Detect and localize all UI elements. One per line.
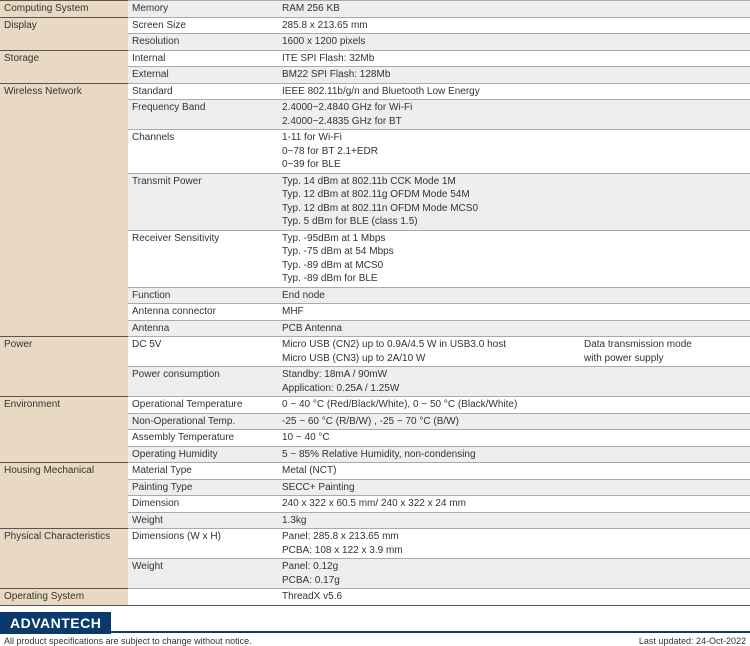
value-cell: 240 x 322 x 60.5 mm/ 240 x 322 x 24 mm [278, 496, 750, 513]
category-cell: Housing Mechanical [0, 463, 128, 529]
value-cell: BM22 SPI Flash: 128Mb [278, 67, 750, 84]
value-cell: RAM 256 KB [278, 1, 750, 18]
table-row: StorageInternalITE SPI Flash: 32Mb [0, 50, 750, 67]
value-cell: Typ. 14 dBm at 802.11b CCK Mode 1M Typ. … [278, 173, 750, 230]
attribute-cell: Channels [128, 130, 278, 174]
table-row: PowerDC 5VMicro USB (CN2) up to 0.9A/4.5… [0, 337, 750, 367]
value-cell: 1.3kg [278, 512, 750, 529]
attribute-cell: Power consumption [128, 367, 278, 397]
footer-disclaimer: All product specifications are subject t… [4, 636, 252, 646]
attribute-cell: Assembly Temperature [128, 430, 278, 447]
value-cell: Panel: 285.8 x 213.65 mm PCBA: 108 x 122… [278, 529, 750, 559]
attribute-cell: Resolution [128, 34, 278, 51]
attribute-cell: Material Type [128, 463, 278, 480]
table-row: Housing MechanicalMaterial TypeMetal (NC… [0, 463, 750, 480]
category-cell: Environment [0, 397, 128, 463]
category-cell: Power [0, 337, 128, 397]
category-cell: Physical Characteristics [0, 529, 128, 589]
attribute-cell: Antenna [128, 320, 278, 337]
spec-table: Computing SystemMemoryRAM 256 KBDisplayS… [0, 0, 750, 606]
extra-cell: Data transmission mode with power supply [580, 337, 750, 367]
value-cell: PCB Antenna [278, 320, 750, 337]
attribute-cell: Screen Size [128, 17, 278, 34]
table-row: DisplayScreen Size285.8 x 213.65 mm [0, 17, 750, 34]
value-cell: -25 ~ 60 °C (R/B/W) , -25 ~ 70 °C (B/W) [278, 413, 750, 430]
value-cell: Standby: 18mA / 90mW Application: 0.25A … [278, 367, 750, 397]
attribute-cell: Painting Type [128, 479, 278, 496]
attribute-cell: External [128, 67, 278, 84]
attribute-cell: Dimensions (W x H) [128, 529, 278, 559]
value-cell: 1-11 for Wi-Fi 0~78 for BT 2.1+EDR 0~39 … [278, 130, 750, 174]
value-cell: SECC+ Painting [278, 479, 750, 496]
value-cell: ITE SPI Flash: 32Mb [278, 50, 750, 67]
table-row: Computing SystemMemoryRAM 256 KB [0, 1, 750, 18]
table-row: Wireless NetworkStandardIEEE 802.11b/g/n… [0, 83, 750, 100]
attribute-cell: DC 5V [128, 337, 278, 367]
value-cell: 0 ~ 40 °C (Red/Black/White), 0 ~ 50 °C (… [278, 397, 750, 414]
value-cell: IEEE 802.11b/g/n and Bluetooth Low Energ… [278, 83, 750, 100]
category-cell: Storage [0, 50, 128, 83]
brand-logo: ADVANTECH [0, 612, 111, 634]
brand-rule [111, 612, 750, 633]
attribute-cell: Function [128, 287, 278, 304]
attribute-cell: Weight [128, 559, 278, 589]
attribute-cell: Standard [128, 83, 278, 100]
value-cell: Panel: 0.12g PCBA: 0.17g [278, 559, 750, 589]
category-cell: Wireless Network [0, 83, 128, 337]
attribute-cell: Operating Humidity [128, 446, 278, 463]
value-cell: MHF [278, 304, 750, 321]
table-row: EnvironmentOperational Temperature0 ~ 40… [0, 397, 750, 414]
category-cell: Display [0, 17, 128, 50]
attribute-cell: Transmit Power [128, 173, 278, 230]
attribute-cell: Frequency Band [128, 100, 278, 130]
attribute-cell: Receiver Sensitivity [128, 230, 278, 287]
attribute-cell: Antenna connector [128, 304, 278, 321]
value-cell: Metal (NCT) [278, 463, 750, 480]
value-cell: 10 ~ 40 °C [278, 430, 750, 447]
table-row: Physical CharacteristicsDimensions (W x … [0, 529, 750, 559]
attribute-cell: Non-Operational Temp. [128, 413, 278, 430]
attribute-cell: Weight [128, 512, 278, 529]
footer-updated: Last updated: 24-Oct-2022 [639, 636, 746, 646]
value-cell: 2.4000~2.4840 GHz for Wi-Fi 2.4000~2.483… [278, 100, 750, 130]
category-cell: Computing System [0, 1, 128, 18]
brand-strip: ADVANTECH [0, 612, 750, 634]
attribute-cell: Memory [128, 1, 278, 18]
value-cell: 285.8 x 213.65 mm [278, 17, 750, 34]
value-cell: End node [278, 287, 750, 304]
value-cell: 1600 x 1200 pixels [278, 34, 750, 51]
attribute-cell: Operational Temperature [128, 397, 278, 414]
attribute-cell: Internal [128, 50, 278, 67]
attribute-cell: Dimension [128, 496, 278, 513]
value-cell: Typ. -95dBm at 1 Mbps Typ. -75 dBm at 54… [278, 230, 750, 287]
value-cell: Micro USB (CN2) up to 0.9A/4.5 W in USB3… [278, 337, 580, 367]
footer: ADVANTECH All product specifications are… [0, 612, 750, 646]
value-cell: 5 ~ 85% Relative Humidity, non-condensin… [278, 446, 750, 463]
